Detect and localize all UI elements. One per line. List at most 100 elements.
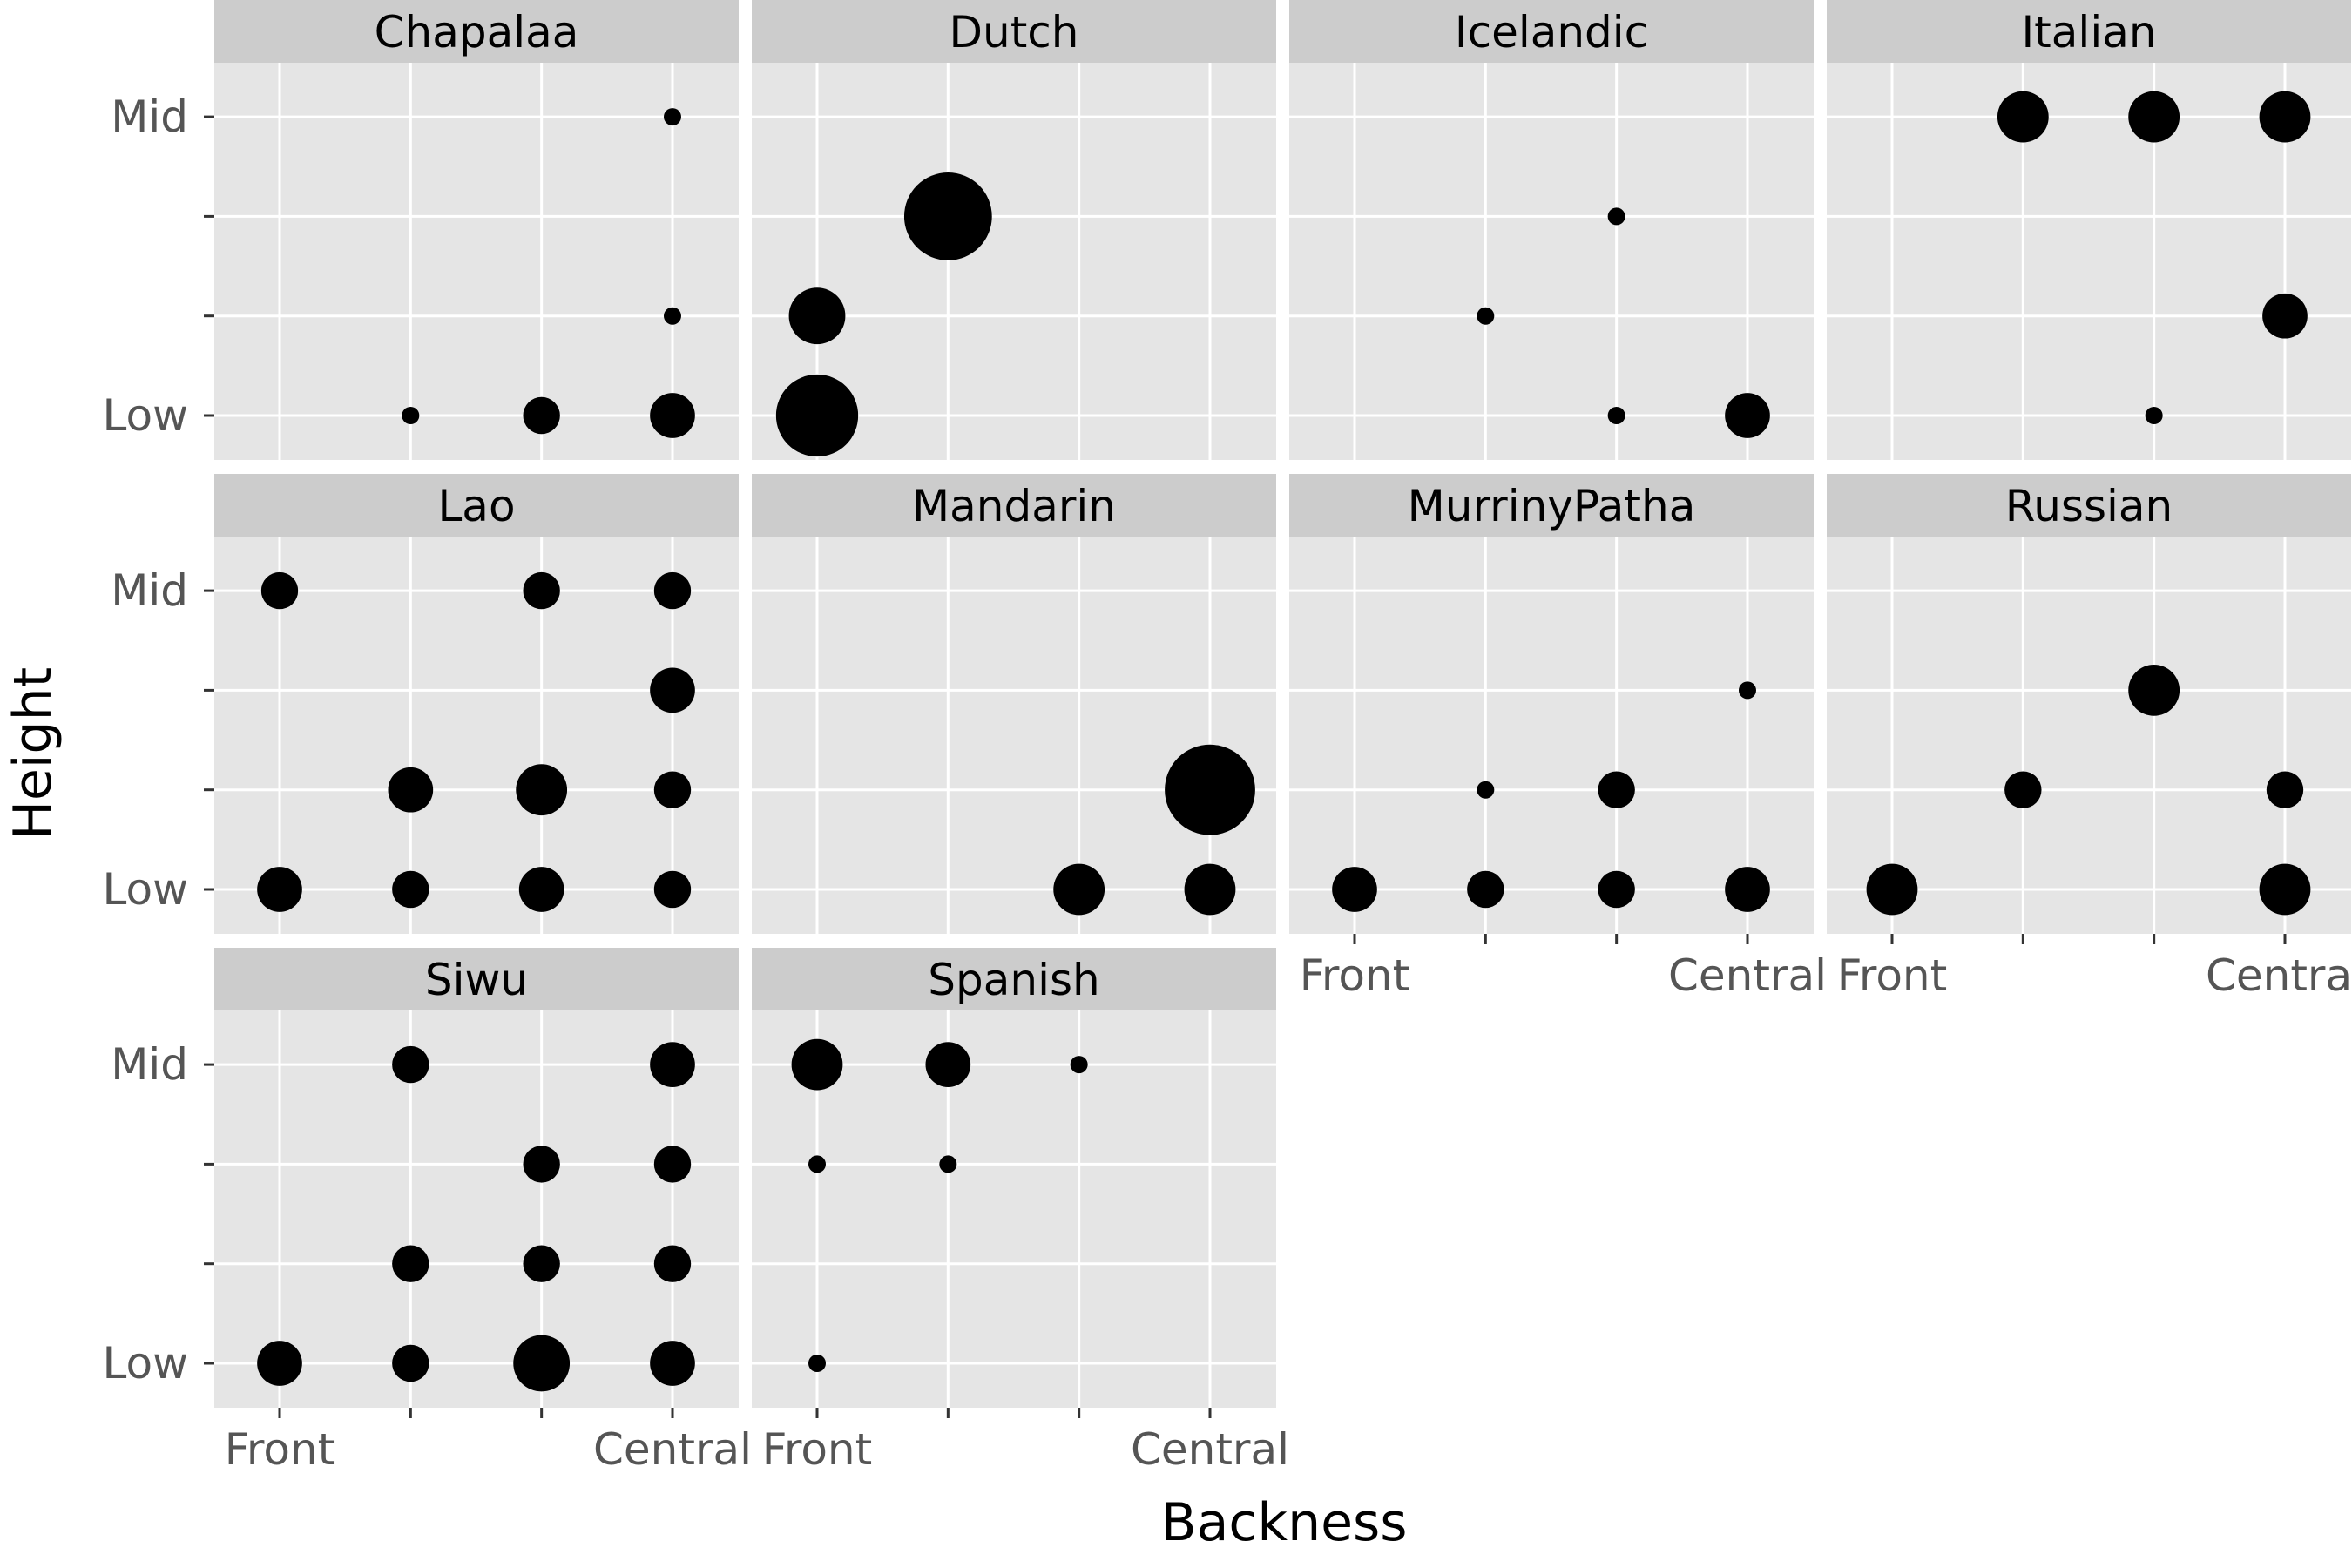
x-tick-label: Central bbox=[1131, 1424, 1289, 1475]
panel-italian: Italian bbox=[1827, 0, 2351, 460]
strip-label-icelandic: Icelandic bbox=[1455, 7, 1648, 57]
data-point-chapalaa bbox=[523, 396, 560, 435]
strip-label-russian: Russian bbox=[2005, 481, 2173, 531]
panel-spanish: Spanish Front Central bbox=[752, 948, 1289, 1475]
y-tick-label: Mid bbox=[111, 565, 188, 616]
data-point-chapalaa bbox=[663, 307, 681, 325]
strip-chapalaa bbox=[214, 0, 739, 63]
y-tick-label: Mid bbox=[111, 91, 188, 142]
strip-label-italian: Italian bbox=[2021, 7, 2156, 57]
plot-area-chapalaa bbox=[214, 63, 739, 460]
panel-siwu: Siwu Low Mid Front Central bbox=[103, 948, 752, 1475]
strip-siwu bbox=[214, 948, 739, 1010]
data-point-murrinypatha bbox=[1738, 681, 1756, 700]
data-point-lao bbox=[653, 771, 692, 808]
data-point-icelandic bbox=[1607, 207, 1625, 226]
y-tick-label: Low bbox=[103, 390, 188, 441]
data-point-siwu bbox=[653, 1245, 692, 1282]
strip-label-chapalaa: Chapalaa bbox=[375, 7, 579, 57]
data-point-spanish bbox=[808, 1155, 826, 1173]
panel-icelandic: Icelandic bbox=[1289, 0, 1814, 460]
data-point-lao bbox=[653, 870, 692, 909]
x-tick-label: Central bbox=[2206, 950, 2352, 1001]
data-point-lao bbox=[516, 764, 568, 816]
plot-area-lao bbox=[214, 537, 739, 934]
data-point-murrinypatha bbox=[1598, 771, 1635, 808]
x-tick-label: Front bbox=[1837, 950, 1947, 1001]
strip-russian bbox=[1827, 474, 2351, 537]
plot-area-mandarin bbox=[752, 537, 1276, 934]
data-point-siwu bbox=[650, 1341, 695, 1386]
x-tick-label: Central bbox=[1668, 950, 1827, 1001]
data-point-lao bbox=[260, 571, 299, 610]
data-point-murrinypatha bbox=[1332, 867, 1377, 912]
data-point-russian bbox=[2128, 665, 2180, 716]
strip-murrinypatha bbox=[1289, 474, 1814, 537]
strip-label-dutch: Dutch bbox=[950, 7, 1079, 57]
plot-background-mandarin bbox=[752, 537, 1276, 934]
plot-background-murrinypatha bbox=[1289, 537, 1814, 934]
data-point-spanish bbox=[791, 1038, 843, 1091]
data-point-russian bbox=[2266, 771, 2304, 808]
data-point-lao bbox=[523, 571, 560, 610]
data-point-spanish bbox=[1070, 1056, 1088, 1074]
panel-russian: Russian Front Central bbox=[1827, 474, 2352, 1001]
data-point-icelandic bbox=[1607, 407, 1625, 424]
data-point-murrinypatha bbox=[1467, 870, 1504, 909]
strip-label-spanish: Spanish bbox=[928, 955, 1099, 1005]
y-tick-label: Low bbox=[103, 864, 188, 915]
data-point-italian bbox=[1997, 91, 2049, 143]
data-point-siwu bbox=[650, 1042, 695, 1087]
data-point-italian bbox=[2145, 407, 2163, 424]
data-point-siwu bbox=[392, 1045, 429, 1084]
data-point-murrinypatha bbox=[1477, 781, 1495, 799]
strip-lao bbox=[214, 474, 739, 537]
plot-area-russian bbox=[1827, 537, 2351, 934]
data-point-mandarin bbox=[1184, 863, 1236, 916]
data-point-siwu bbox=[513, 1335, 571, 1392]
strip-label-murrinypatha: MurrinyPatha bbox=[1408, 481, 1696, 531]
panel-dutch: Dutch bbox=[752, 0, 1276, 460]
plot-area-icelandic bbox=[1289, 63, 1814, 460]
data-point-siwu bbox=[392, 1245, 429, 1282]
plot-background-siwu bbox=[214, 1010, 739, 1408]
data-point-murrinypatha bbox=[1725, 867, 1770, 912]
data-point-chapalaa bbox=[650, 393, 695, 438]
data-point-siwu bbox=[523, 1245, 560, 1282]
facet-panels: Chapalaa Low Mid Dutch Icelandic Italian Lao Lo… bbox=[103, 0, 2352, 1475]
data-point-lao bbox=[650, 667, 695, 713]
plot-area-italian bbox=[1827, 63, 2351, 460]
strip-dutch bbox=[752, 0, 1276, 63]
plot-background-lao bbox=[214, 537, 739, 934]
plot-area-murrinypatha bbox=[1289, 537, 1814, 934]
data-point-icelandic bbox=[1477, 307, 1495, 325]
data-point-spanish bbox=[939, 1155, 957, 1173]
strip-icelandic bbox=[1289, 0, 1814, 63]
data-point-dutch bbox=[903, 172, 992, 260]
data-point-siwu bbox=[653, 1146, 692, 1183]
data-point-italian bbox=[2128, 91, 2180, 143]
data-point-italian bbox=[2259, 91, 2311, 143]
y-tick-label: Mid bbox=[111, 1039, 188, 1090]
panel-mandarin: Mandarin bbox=[752, 474, 1276, 934]
strip-italian bbox=[1827, 0, 2351, 63]
x-tick-label: Front bbox=[1300, 950, 1409, 1001]
data-point-siwu bbox=[523, 1146, 560, 1183]
data-point-russian bbox=[2004, 771, 2042, 808]
data-point-dutch bbox=[775, 374, 859, 457]
panel-lao: Lao Low Mid bbox=[103, 474, 739, 934]
data-point-siwu bbox=[257, 1341, 302, 1386]
plot-background-chapalaa bbox=[214, 63, 739, 460]
data-point-spanish bbox=[925, 1042, 971, 1087]
plot-area-dutch bbox=[752, 63, 1276, 460]
data-point-italian bbox=[2262, 293, 2308, 339]
data-point-lao bbox=[388, 767, 434, 813]
data-point-mandarin bbox=[1165, 744, 1255, 835]
data-point-icelandic bbox=[1725, 393, 1770, 438]
x-axis-title: Backness bbox=[1160, 1492, 1407, 1553]
data-point-spanish bbox=[808, 1355, 826, 1372]
data-point-lao bbox=[518, 867, 564, 912]
data-point-chapalaa bbox=[663, 108, 681, 126]
panel-murrinypatha: MurrinyPatha Front Central bbox=[1289, 474, 1827, 1001]
